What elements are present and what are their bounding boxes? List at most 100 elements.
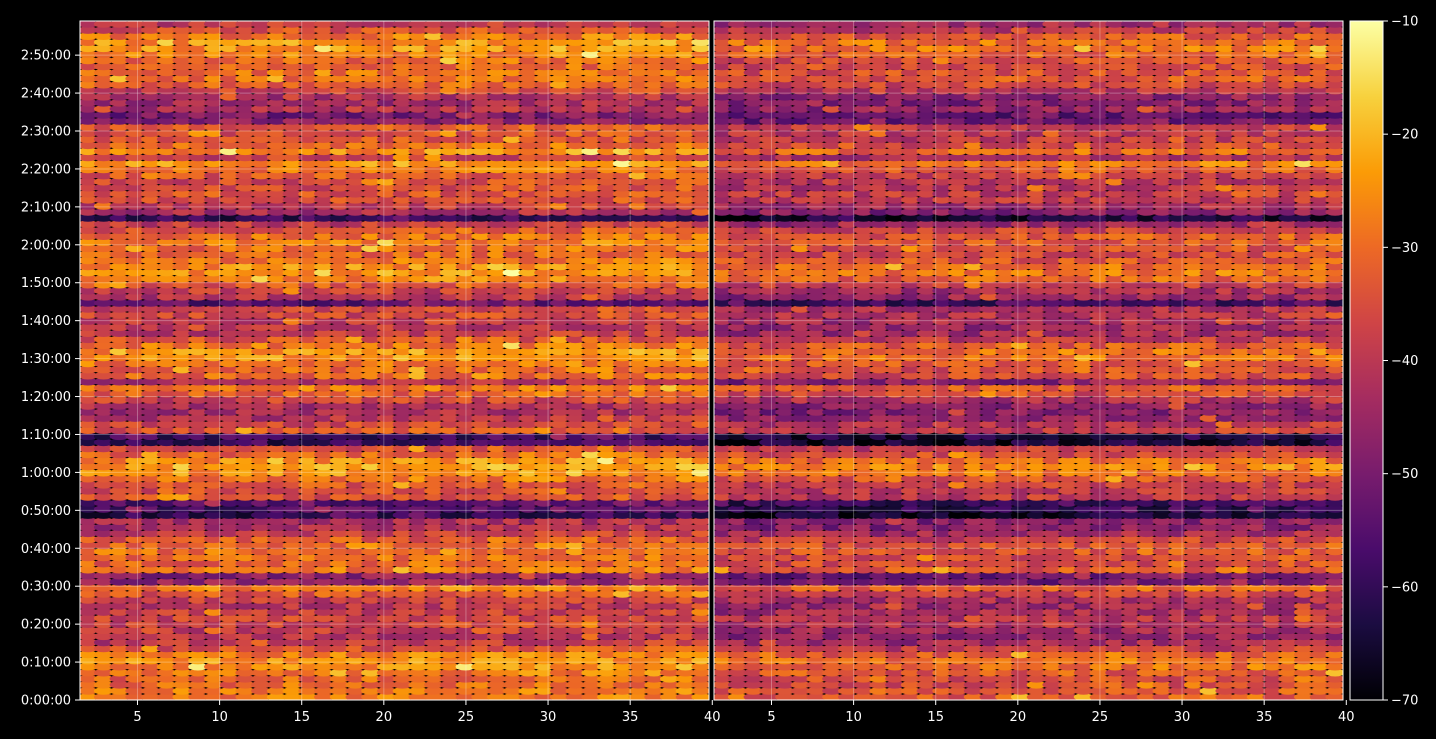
heatmap-cell [361, 693, 381, 700]
heatmap-cell [534, 359, 554, 368]
heatmap-cell [204, 565, 224, 574]
heatmap-cell [455, 511, 475, 519]
heatmap-cell [314, 565, 334, 574]
heatmap-cell [345, 456, 365, 465]
heatmap-cell [172, 596, 192, 604]
heatmap-cell [518, 305, 538, 313]
heatmap-cell [156, 565, 177, 574]
heatmap-cell [487, 468, 507, 477]
heatmap-cell [204, 668, 224, 677]
heatmap-cell [471, 474, 491, 483]
heatmap-cell [644, 481, 664, 489]
heatmap-cell [675, 487, 696, 495]
heatmap-cell [660, 693, 680, 700]
heatmap-cell [125, 317, 145, 325]
heatmap-cell [644, 402, 664, 410]
heatmap-cell [282, 687, 302, 695]
heatmap-cell [204, 371, 224, 380]
heatmap-cell [612, 565, 633, 574]
heatmap-cell [376, 305, 397, 313]
heatmap-cell [612, 408, 633, 416]
heatmap-cell [235, 541, 255, 550]
heatmap-cell [266, 377, 287, 386]
heatmap-cell [282, 523, 302, 531]
heatmap-cell [534, 511, 554, 519]
heatmap-cell [376, 396, 397, 404]
heatmap-cell [612, 596, 633, 604]
heatmap-cell [518, 668, 538, 677]
heatmap-cell [439, 650, 460, 659]
heatmap-cell [298, 662, 318, 671]
heatmap-cell [487, 402, 507, 410]
heatmap-cell [298, 347, 318, 356]
heatmap-cell [376, 644, 397, 653]
heatmap-cell [597, 450, 617, 459]
heatmap-cell [518, 450, 538, 459]
heatmap-cell [188, 687, 208, 695]
heatmap-cell [424, 693, 444, 700]
heatmap-cell [314, 371, 334, 380]
heatmap-cell [204, 602, 224, 610]
heatmap-cell [204, 535, 224, 544]
heatmap-cell [439, 444, 460, 453]
heatmap-cell [141, 499, 161, 507]
heatmap-cell [439, 620, 460, 628]
heatmap-cell [644, 444, 664, 453]
heatmap-cell [581, 414, 601, 422]
heatmap-cell [125, 638, 145, 647]
heatmap-cell [251, 481, 271, 489]
heatmap-cell [581, 481, 601, 489]
heatmap-cell [392, 499, 413, 507]
heatmap-cell [675, 693, 696, 700]
heatmap-cell [487, 408, 507, 416]
heatmap-cell [439, 396, 460, 404]
heatmap-cell [487, 384, 507, 392]
heatmap-cell [581, 335, 601, 344]
heatmap-cell [439, 559, 460, 568]
heatmap-cell [282, 596, 302, 604]
heatmap-cell [141, 450, 161, 459]
heatmap-cell [219, 493, 240, 501]
heatmap-cell [660, 359, 680, 368]
heatmap-cell [644, 347, 664, 356]
heatmap-cell [675, 547, 696, 556]
heatmap-cell [266, 499, 287, 507]
heatmap-cell [502, 693, 523, 700]
heatmap-cell [93, 668, 114, 677]
heatmap-cell [565, 450, 585, 459]
heatmap-cell [235, 505, 255, 513]
heatmap-cell [93, 377, 114, 386]
heatmap-cell [581, 377, 601, 386]
heatmap-cell [439, 414, 460, 422]
heatmap-cell [455, 450, 475, 459]
heatmap-cell [408, 578, 428, 586]
heatmap-cell [408, 311, 428, 319]
heatmap-cell [235, 687, 255, 695]
heatmap-cell [329, 620, 350, 628]
heatmap-cell [392, 359, 413, 368]
heatmap-cell [581, 299, 601, 307]
heatmap-cell [392, 626, 413, 635]
heatmap-cell [691, 365, 709, 374]
heatmap-cell [581, 632, 601, 641]
heatmap-cell [660, 505, 680, 513]
heatmap-cell [565, 499, 585, 507]
heatmap-cell [644, 432, 664, 441]
heatmap-cell [565, 468, 585, 477]
heatmap-cell [156, 505, 177, 513]
heatmap-cell [660, 565, 680, 574]
heatmap-cell [314, 620, 334, 628]
heatmap-cell [172, 668, 192, 677]
heatmap-cell [597, 578, 617, 586]
heatmap-cell [392, 553, 413, 562]
heatmap-cell [502, 602, 523, 610]
heatmap-cell [597, 444, 617, 453]
heatmap-cell [455, 329, 475, 338]
heatmap-cell [644, 474, 664, 483]
heatmap-cell [487, 687, 507, 695]
heatmap-cell [392, 578, 413, 586]
heatmap-cell [361, 481, 381, 489]
heatmap-cell [156, 323, 177, 332]
heatmap-cell [534, 644, 554, 653]
heatmap-cell [502, 317, 523, 325]
